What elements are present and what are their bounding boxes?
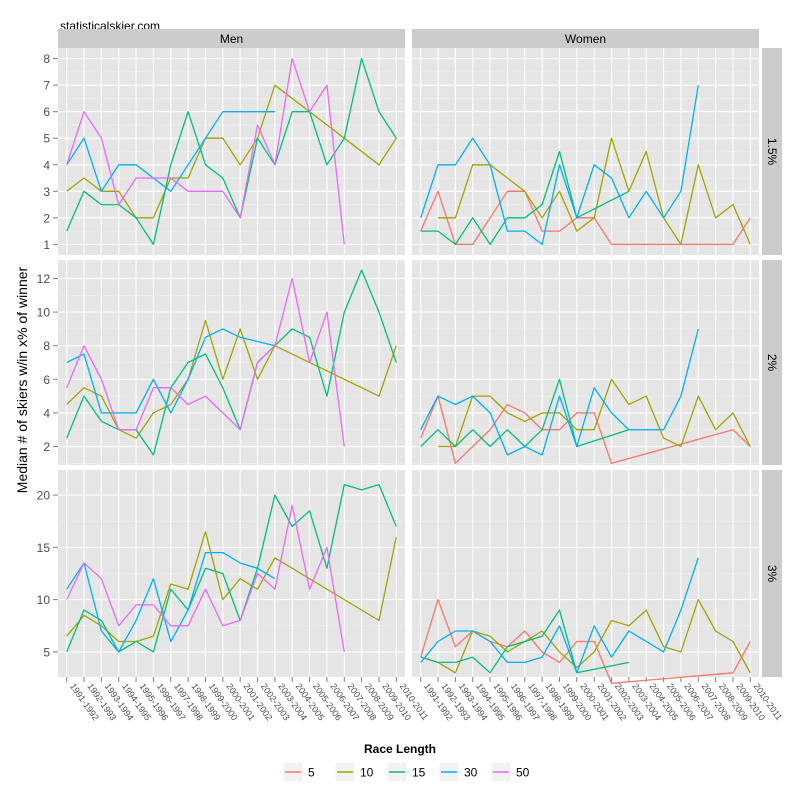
series-line-15 xyxy=(420,609,630,674)
y-tick-label: 20 xyxy=(37,489,51,503)
y-tick-label: 4 xyxy=(43,406,50,420)
series-line-10 xyxy=(438,137,751,246)
y-tick-label: 6 xyxy=(43,373,50,387)
facet-panels: Men Women1.5%2%3%123456782468101251015201… xyxy=(37,29,784,722)
series-line-30 xyxy=(66,328,276,414)
y-tick-label: 15 xyxy=(37,541,51,555)
series-line-5 xyxy=(420,598,751,684)
y-tick-label: 5 xyxy=(43,645,50,659)
series-line-15 xyxy=(420,378,630,448)
y-tick-label: 8 xyxy=(43,52,50,66)
series-line-50 xyxy=(66,57,345,245)
series-line-5 xyxy=(420,395,751,464)
series-line-30 xyxy=(420,557,699,674)
y-tick-label: 5 xyxy=(43,132,50,146)
y-tick-label: 2 xyxy=(43,211,50,225)
series-line-15 xyxy=(66,483,397,653)
series-line-30 xyxy=(66,111,275,192)
y-tick-label: 6 xyxy=(43,105,50,119)
y-tick-label: 2 xyxy=(43,440,50,454)
series-line-15 xyxy=(66,57,397,246)
row-strip-label: 2% xyxy=(765,354,779,372)
legend-label: 15 xyxy=(412,766,426,780)
y-tick-label: 12 xyxy=(37,272,51,286)
legend-title: Race Length xyxy=(364,742,436,756)
column-strip-label: Women xyxy=(565,32,606,46)
y-tick-label: 10 xyxy=(37,306,51,320)
y-tick-label: 8 xyxy=(43,339,50,353)
series-line-50 xyxy=(66,277,345,447)
series-line-10 xyxy=(437,598,751,674)
column-strip xyxy=(58,29,405,48)
row-strip-label: 1.5% xyxy=(765,138,779,166)
y-tick-label: 10 xyxy=(37,593,51,607)
row-strip xyxy=(762,48,782,255)
y-tick-label: 4 xyxy=(43,158,50,172)
row-strip-label: 3% xyxy=(765,565,779,583)
y-axis-label: Median # of skiers w/in x% of winner xyxy=(14,266,30,493)
row-strip xyxy=(762,260,782,465)
legend-label: 50 xyxy=(516,766,530,780)
y-tick-label: 3 xyxy=(43,185,50,199)
column-strip-label: Men xyxy=(220,32,243,46)
legend-label: 5 xyxy=(308,766,315,780)
series-line-30 xyxy=(66,551,276,653)
column-strip xyxy=(412,29,759,48)
row-strip xyxy=(762,470,782,677)
y-tick-label: 1 xyxy=(43,238,50,252)
series-line-10 xyxy=(438,378,751,448)
legend: Race Length 5 10 15 30 50 xyxy=(282,742,530,783)
series-line-30 xyxy=(420,85,699,246)
series-line-50 xyxy=(66,504,345,653)
legend-label: 30 xyxy=(464,766,478,780)
series-line-30 xyxy=(420,328,699,456)
y-tick-label: 7 xyxy=(43,79,50,93)
legend-label: 10 xyxy=(360,766,374,780)
series-line-15 xyxy=(420,150,630,246)
